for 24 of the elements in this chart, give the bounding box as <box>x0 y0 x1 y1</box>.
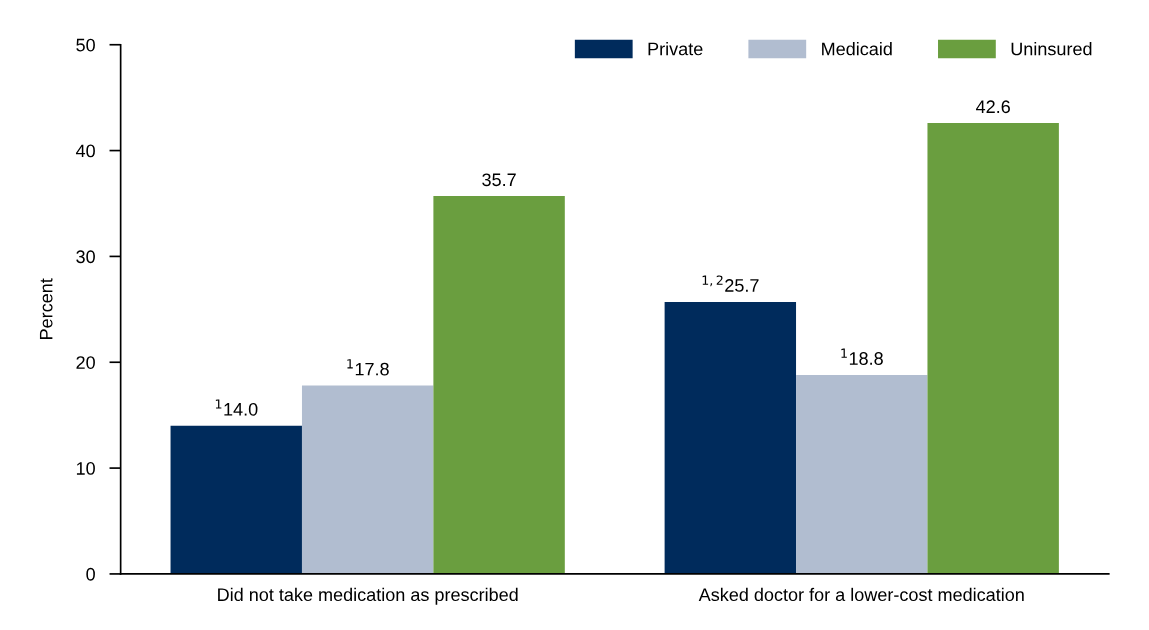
y-tick-label: 40 <box>75 144 95 158</box>
x-tick-label: Did not take medication as prescribed <box>218 587 518 605</box>
y-axis-title: Percent <box>39 278 53 339</box>
legend-label: Uninsured <box>1011 42 1092 56</box>
legend-label: Medicaid <box>822 42 892 56</box>
bar <box>301 385 434 574</box>
y-tick-label: 0 <box>86 567 95 581</box>
x-tick-label: Asked doctor for a lower-cost medication <box>698 587 1024 602</box>
data-label: $^{1}$17.8 <box>347 359 389 376</box>
legend-label: Private <box>648 42 703 56</box>
bar <box>170 425 302 574</box>
y-tick-label: 10 <box>76 462 95 475</box>
bar <box>927 123 1059 574</box>
data-label: 42.6 <box>976 100 1010 114</box>
y-tick-label: 20 <box>76 356 95 369</box>
data-label: $^{1,2}$25.7 <box>702 275 759 292</box>
bar <box>796 374 928 574</box>
data-label: $^{1}$18.8 <box>841 348 883 365</box>
y-tick-label: 30 <box>76 250 95 264</box>
bar <box>664 301 797 574</box>
y-tick-label: 50 <box>76 38 95 52</box>
data-label: $^{1}$14.0 <box>215 399 258 416</box>
data-label: 35.7 <box>482 173 516 187</box>
bar <box>433 196 565 574</box>
